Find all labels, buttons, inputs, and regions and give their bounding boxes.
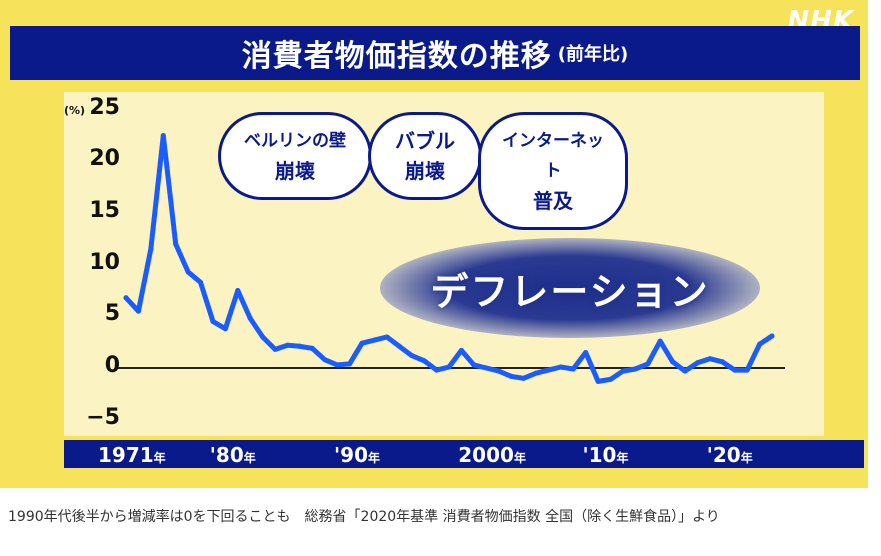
data-point: [247, 315, 253, 321]
data-point: [322, 357, 328, 363]
data-point: [396, 343, 402, 349]
y-axis-unit: (%): [64, 104, 86, 117]
chart-title: 消費者物価指数の推移: [241, 39, 552, 74]
photo-caption: 1990年代後半から増減率は0を下回ることも 総務省「2020年基準 消費者物価…: [8, 509, 720, 525]
data-point: [608, 376, 613, 382]
x-tick-label: 2000年: [458, 443, 526, 467]
data-point: [222, 326, 228, 332]
data-point: [309, 345, 315, 351]
data-point: [620, 368, 626, 374]
data-point: [148, 246, 154, 252]
line-chart: [118, 133, 785, 384]
y-tick-label: 5: [104, 301, 120, 327]
data-point: [173, 241, 179, 247]
data-point: [483, 365, 489, 371]
data-point: [471, 362, 477, 368]
data-point: [533, 370, 539, 376]
y-tick-label: 25: [89, 94, 120, 120]
data-point: [508, 373, 514, 379]
data-point: [285, 342, 290, 348]
data-point: [409, 353, 415, 359]
data-point: [421, 358, 427, 364]
data-point: [707, 356, 713, 362]
event-bubble-line: バブル: [395, 129, 455, 153]
data-point: [769, 333, 775, 339]
event-bubble-line: 崩壊: [275, 159, 315, 183]
event-bubble-bubble-burst: バブル 崩壊: [374, 118, 476, 194]
data-point: [632, 366, 638, 372]
data-point: [185, 269, 191, 275]
data-point: [558, 364, 564, 370]
data-point: [135, 308, 141, 314]
event-bubble-line: 崩壊: [405, 159, 445, 183]
data-point: [719, 359, 725, 365]
y-tick-label: 0: [104, 353, 120, 378]
data-point: [645, 361, 651, 367]
deflation-label: デフレーション: [430, 269, 710, 314]
data-point: [732, 367, 738, 373]
x-tick-label: '20年: [706, 443, 753, 467]
data-point: [359, 340, 365, 346]
data-point: [657, 338, 663, 344]
data-point: [334, 362, 340, 368]
y-tick-label: 10: [89, 249, 120, 275]
y-tick-label: 15: [89, 198, 120, 224]
data-point: [521, 375, 527, 381]
data-point: [260, 334, 266, 340]
y-tick-label: 20: [89, 146, 120, 172]
data-point: [198, 279, 204, 285]
data-point: [583, 350, 589, 356]
data-point: [347, 361, 353, 367]
data-point: [595, 378, 601, 384]
data-point: [160, 133, 166, 139]
data-point: [210, 319, 216, 325]
x-tick-label: '80年: [209, 443, 256, 467]
event-bubble-berlin-wall: ベルリンの壁 崩壊: [224, 118, 366, 194]
data-point: [371, 337, 377, 343]
data-point: [434, 367, 440, 373]
data-point: [446, 364, 452, 370]
data-point: [384, 334, 390, 340]
chart-figure: NHK 消費者物価指数の推移 (前年比) (%) 25 20 15 10 5 0 −5 19…: [0, 0, 868, 488]
y-tick-label: −5: [86, 404, 120, 430]
event-bubble-line: 普及: [533, 189, 573, 213]
data-point: [757, 341, 763, 347]
data-point: [545, 367, 551, 373]
event-bubble-internet: インターネット 普及: [484, 118, 622, 224]
data-point: [496, 368, 502, 374]
title-bar: 消費者物価指数の推移 (前年比): [10, 26, 860, 80]
x-tick-label: 1971年: [98, 443, 166, 467]
x-tick-label: '90年: [334, 443, 381, 467]
event-bubble-line: ベルリンの壁: [244, 131, 346, 151]
x-tick-label: '10年: [582, 443, 629, 467]
data-point: [235, 288, 241, 294]
data-point: [694, 360, 700, 366]
data-point: [682, 368, 688, 374]
data-point: [272, 346, 278, 352]
data-point: [744, 367, 750, 373]
deflation-badge: デフレーション: [380, 238, 760, 338]
event-bubble-line: インターネット: [502, 131, 604, 181]
data-point: [670, 359, 676, 365]
chart-subtitle: (前年比): [557, 44, 629, 65]
data-point: [570, 366, 576, 372]
data-point: [297, 343, 303, 349]
data-point: [123, 295, 129, 301]
x-axis-bar: [64, 440, 864, 468]
data-point: [458, 347, 464, 353]
